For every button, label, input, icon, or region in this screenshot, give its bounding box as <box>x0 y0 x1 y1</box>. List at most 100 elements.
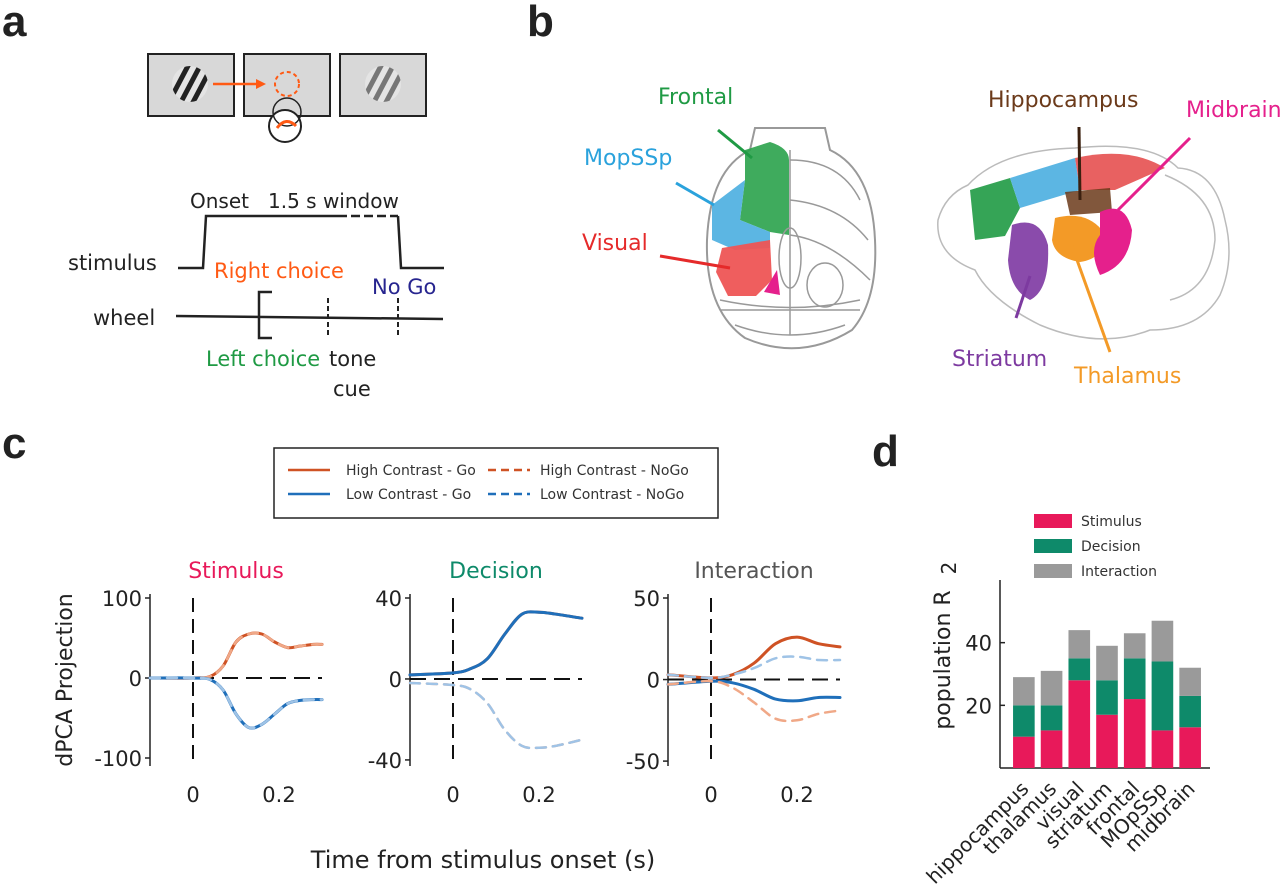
panel-letter-b: b <box>527 0 554 46</box>
y-tick-label: -40 <box>368 749 402 773</box>
bar-segment <box>1040 730 1063 768</box>
hippocampus-side-region <box>1065 188 1112 215</box>
hippocampus-label: Hippocampus <box>988 88 1138 113</box>
bar-segment <box>1179 727 1201 768</box>
y-axis-label: population R <box>931 590 956 729</box>
legend-label-low-nogo: Low Contrast - NoGo <box>540 487 684 503</box>
bar-segment <box>1013 736 1035 768</box>
mopssp-label: MopSSp <box>584 146 672 171</box>
bar-segment <box>1123 633 1146 659</box>
brain-top-view: Frontal MopSSp Visual <box>582 85 877 350</box>
bar-segment <box>1068 630 1091 659</box>
y-axis-label-superscript: 2 <box>937 562 961 575</box>
wheel-trace <box>175 314 444 321</box>
stimulus-trace-offset <box>396 215 444 270</box>
frontal-side-region <box>970 178 1020 240</box>
arrowhead-icon <box>256 79 266 89</box>
hippocampus-pointer <box>1077 126 1082 201</box>
grating-feedback-icon <box>365 66 401 102</box>
series-line <box>408 681 584 750</box>
series-line <box>148 676 324 730</box>
midbrain-label: Midbrain <box>1186 98 1280 123</box>
y-tick-label: -50 <box>626 750 660 774</box>
left-choice-label: Left choice <box>206 347 320 371</box>
series-line <box>666 655 842 680</box>
visual-label: Visual <box>582 231 648 256</box>
bar-segment <box>1040 705 1063 731</box>
y-tick-label: -100 <box>94 747 142 771</box>
bar-segment <box>1068 680 1091 768</box>
frontal-pointer <box>717 128 753 160</box>
onset-label: Onset <box>190 189 249 213</box>
legend-label: Interaction <box>1081 564 1157 580</box>
bar-segment <box>1123 658 1146 700</box>
mopssp-pointer <box>675 181 715 207</box>
dpca-plot-interaction: Interaction 50 0 -50 0 0.2 <box>626 559 842 807</box>
visual-pointer <box>659 254 731 270</box>
bar-segment <box>1040 670 1063 706</box>
legend-swatch <box>1034 514 1072 528</box>
bar-segment <box>1096 645 1118 681</box>
bar-segment <box>1179 667 1201 696</box>
striatum-pointer <box>1014 275 1032 319</box>
legend-swatch <box>1034 564 1072 578</box>
dpca-ylabel: dPCA Projection <box>53 593 78 766</box>
legend-label-high-go: High Contrast - Go <box>346 463 476 479</box>
screen-3 <box>339 53 427 117</box>
frontal-region <box>740 142 789 235</box>
y-tick-label: 0 <box>389 668 402 692</box>
visual-side-region <box>1075 153 1165 190</box>
x-tick-label: 0 <box>446 783 459 807</box>
right-choice-label: Right choice <box>214 259 344 283</box>
bar-segment <box>1013 705 1035 737</box>
midbrain-top-region <box>764 270 780 295</box>
stimulus-trace <box>178 214 338 270</box>
midbrain-side-region <box>1094 208 1132 275</box>
brain-side-view: Hippocampus Midbrain Striatum Thalamus <box>937 88 1280 389</box>
series-line <box>408 681 584 750</box>
y-tick-label: 20 <box>965 694 992 718</box>
striatum-label: Striatum <box>952 347 1047 372</box>
nogo-label: No Go <box>372 275 436 299</box>
choice-bracket <box>257 290 272 340</box>
stimulus-row-label: stimulus <box>68 251 157 275</box>
visual-region <box>716 240 772 296</box>
series-line <box>148 631 324 680</box>
series-line <box>666 635 842 680</box>
y-tick-label: 40 <box>375 587 402 611</box>
series-line <box>148 676 324 730</box>
legend-label: Stimulus <box>1081 514 1142 530</box>
frontal-label: Frontal <box>658 85 733 110</box>
wheel-rotation-arrow <box>275 120 298 129</box>
cue-label: cue <box>333 377 371 401</box>
mopssp-region <box>712 180 770 250</box>
panel-letter-d: d <box>872 427 899 476</box>
x-tick-label: 0.2 <box>262 783 295 807</box>
bar-segment <box>1151 620 1174 662</box>
series-line <box>148 631 324 680</box>
series-line <box>408 610 584 677</box>
panel-letter-a: a <box>2 0 27 46</box>
plot-title: Interaction <box>694 559 813 584</box>
target-position-icon <box>274 71 300 97</box>
series-line <box>408 610 584 677</box>
thalamus-side-region <box>1052 215 1104 262</box>
legend-label-high-nogo: High Contrast - NoGo <box>540 463 689 479</box>
y-tick-label: 40 <box>965 632 992 656</box>
bar-segment <box>1096 680 1118 715</box>
dpca-legend: High Contrast - Go Low Contrast - Go Hig… <box>273 447 719 519</box>
x-tick-label: 0 <box>186 783 199 807</box>
bar-segment <box>1013 677 1035 706</box>
bar-segment <box>1068 658 1091 681</box>
window-label: 1.5 s window <box>268 189 399 213</box>
legend-label-low-go: Low Contrast - Go <box>346 487 471 503</box>
legend-label: Decision <box>1081 539 1141 555</box>
bar-segment <box>1179 695 1201 728</box>
dpca-plot-decision: Decision 40 0 -40 0 0.2 <box>368 559 584 807</box>
x-tick-label: 0.2 <box>780 783 813 807</box>
series-line <box>666 679 842 703</box>
y-tick-label: 0 <box>129 667 142 691</box>
y-tick-label: 100 <box>102 587 142 611</box>
